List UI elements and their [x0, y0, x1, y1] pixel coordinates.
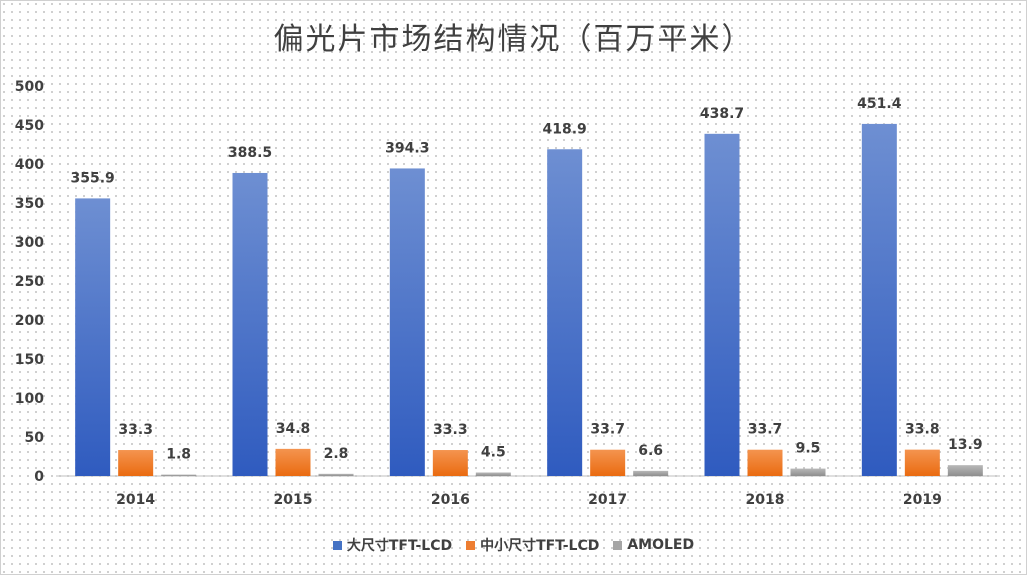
data-label-large-lcd: 355.9: [71, 170, 115, 186]
x-tick-label: 2014: [116, 492, 155, 508]
data-label-amoled: 4.5: [481, 444, 506, 460]
y-tick-label: 150: [15, 352, 44, 368]
data-label-large-lcd: 418.9: [543, 121, 587, 137]
bar-large-lcd: [704, 133, 740, 476]
bar-large-lcd: [389, 168, 425, 477]
bar-small-lcd: [590, 449, 626, 476]
bar-large-lcd: [861, 123, 897, 477]
x-tick-label: 2019: [903, 492, 942, 508]
data-label-amoled: 13.9: [948, 437, 983, 453]
data-label-large-lcd: 394.3: [385, 140, 429, 156]
legend-label-amoled: AMOLED: [627, 537, 695, 553]
bar-amoled: [318, 473, 354, 476]
legend-item-large-lcd: 大尺寸TFT-LCD: [332, 535, 453, 555]
legend-item-amoled: AMOLED: [613, 537, 694, 553]
bar-large-lcd: [232, 172, 268, 476]
legend-item-small-lcd: 中小尺寸TFT-LCD: [466, 535, 599, 555]
bar-small-lcd: [432, 450, 468, 476]
y-tick-label: 400: [15, 157, 44, 173]
y-tick-label: 300: [15, 235, 44, 251]
bar-amoled: [947, 465, 983, 476]
data-label-small-lcd: 33.8: [905, 422, 940, 438]
bar-amoled: [161, 474, 197, 476]
bar-large-lcd: [75, 198, 111, 476]
y-tick-label: 450: [15, 118, 44, 134]
x-tick-label: 2017: [588, 492, 627, 508]
y-tick-label: 100: [15, 391, 44, 407]
bar-small-lcd: [747, 449, 783, 476]
data-label-large-lcd: 451.4: [857, 96, 902, 112]
data-label-amoled: 6.6: [638, 443, 663, 459]
legend-label-small-lcd: 中小尺寸TFT-LCD: [480, 538, 600, 554]
bar-small-lcd: [118, 450, 154, 476]
data-label-small-lcd: 34.8: [276, 421, 311, 437]
data-label-small-lcd: 33.3: [433, 422, 468, 438]
y-tick-label: 350: [15, 196, 44, 212]
bar-small-lcd: [275, 448, 311, 476]
data-label-large-lcd: 388.5: [228, 145, 272, 161]
y-tick-label: 500: [15, 79, 44, 95]
y-tick-label: 250: [15, 274, 44, 290]
bar-small-lcd: [904, 449, 940, 476]
legend-swatch-small-lcd: [466, 540, 476, 550]
data-label-large-lcd: 438.7: [700, 106, 744, 122]
legend-swatch-amoled: [613, 540, 623, 550]
data-label-amoled: 9.5: [796, 441, 821, 457]
data-label-amoled: 1.8: [166, 447, 191, 463]
bar-amoled: [790, 468, 826, 476]
data-label-small-lcd: 33.7: [590, 422, 625, 438]
y-tick-label: 50: [25, 430, 45, 446]
legend-swatch-large-lcd: [332, 540, 342, 550]
bar-amoled: [475, 472, 511, 476]
x-tick-label: 2015: [274, 492, 313, 508]
legend: 大尺寸TFT-LCD 中小尺寸TFT-LCD AMOLED: [0, 535, 1027, 555]
data-label-small-lcd: 33.3: [118, 422, 153, 438]
x-tick-label: 2018: [746, 492, 785, 508]
data-label-amoled: 2.8: [324, 446, 349, 462]
bar-large-lcd: [547, 149, 583, 476]
y-tick-label: 200: [15, 313, 44, 329]
chart-title: 偏光片市场结构情况（百万平米）: [273, 22, 754, 57]
data-label-small-lcd: 33.7: [748, 422, 783, 438]
legend-label-large-lcd: 大尺寸TFT-LCD: [346, 538, 453, 554]
y-tick-label: 0: [34, 469, 44, 485]
x-tick-label: 2016: [431, 492, 470, 508]
bar-amoled: [633, 470, 669, 476]
